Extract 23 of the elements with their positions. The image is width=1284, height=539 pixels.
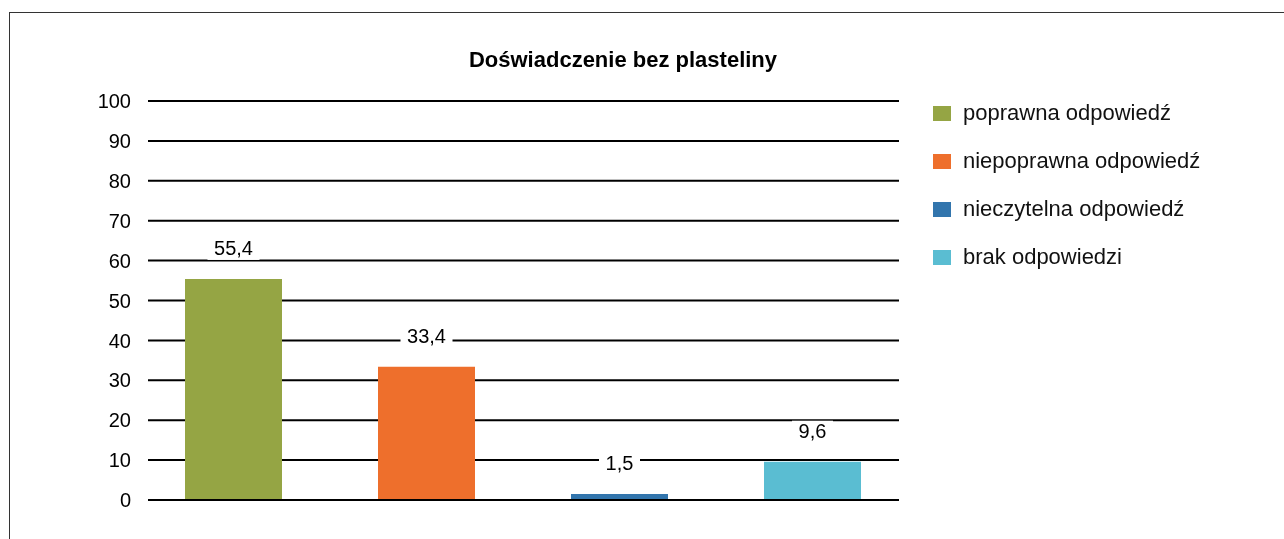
y-tick-label: 80 bbox=[108, 169, 131, 192]
data-label: 1,5 bbox=[605, 452, 634, 475]
y-tick-label: 30 bbox=[108, 369, 131, 392]
y-tick-label: 0 bbox=[119, 489, 131, 512]
legend-label: poprawna odpowiedź bbox=[963, 100, 1171, 126]
y-tick-label: 70 bbox=[108, 209, 131, 232]
y-tick-label: 100 bbox=[97, 90, 131, 113]
bar bbox=[378, 366, 475, 500]
y-tick-label: 50 bbox=[108, 289, 131, 312]
data-label: 33,4 bbox=[407, 324, 446, 347]
bar bbox=[764, 461, 861, 500]
y-tick-label: 20 bbox=[108, 409, 131, 432]
legend-label: nieczytelna odpowiedź bbox=[963, 196, 1185, 222]
bar bbox=[185, 278, 282, 500]
y-tick-label: 60 bbox=[108, 249, 131, 272]
legend-label: brak odpowiedzi bbox=[963, 244, 1122, 270]
data-label: 55,4 bbox=[214, 236, 253, 259]
data-label: 9,6 bbox=[798, 419, 827, 442]
y-tick-label: 40 bbox=[108, 329, 131, 352]
y-tick-label: 90 bbox=[108, 130, 131, 152]
y-tick-label: 10 bbox=[108, 449, 131, 472]
legend-label: niepoprawna odpowiedź bbox=[963, 148, 1201, 174]
chart-title: Doświadczenie bez plasteliny bbox=[468, 47, 778, 72]
